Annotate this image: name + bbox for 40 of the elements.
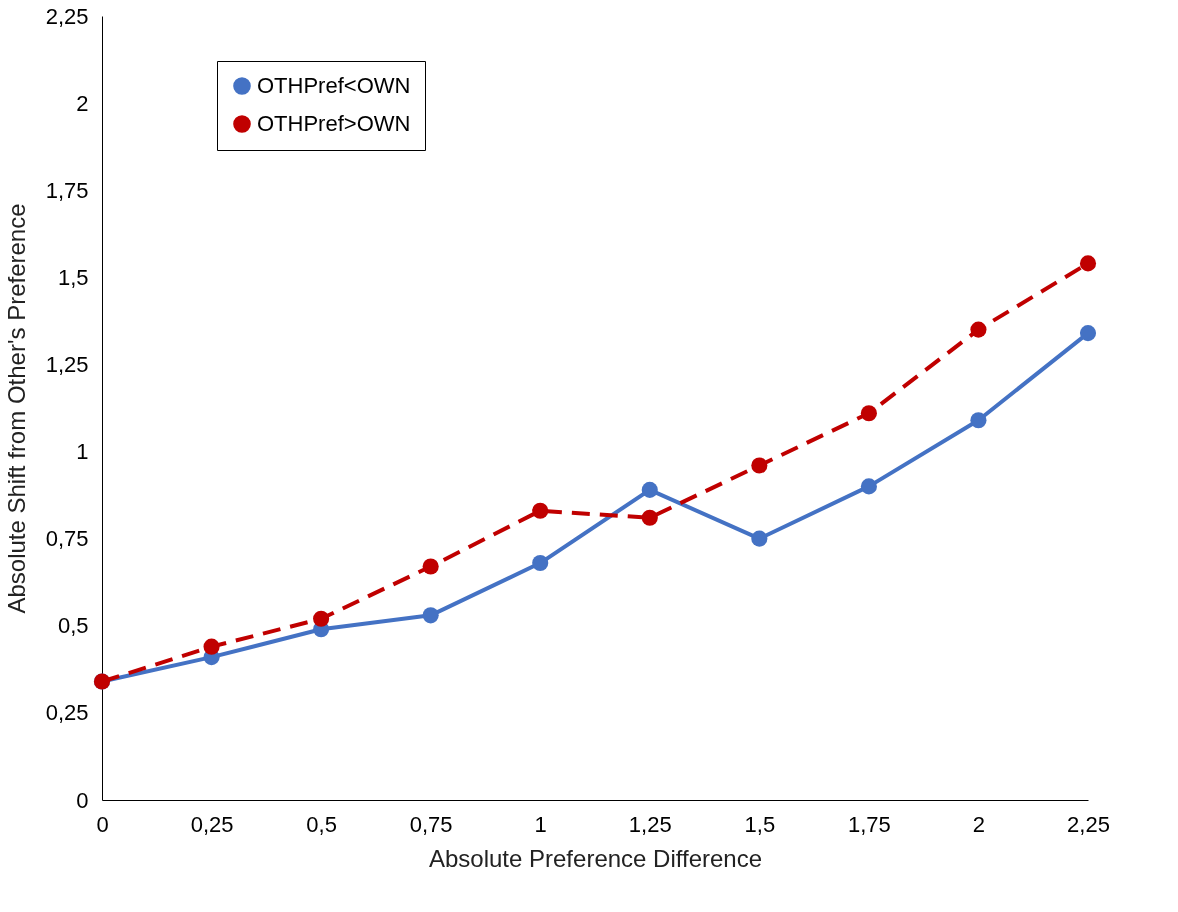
x-axis-title: Absolute Preference Difference — [428, 844, 763, 872]
point — [970, 412, 987, 429]
point — [641, 481, 658, 498]
x-tick-label: 2,25 — [1067, 811, 1110, 837]
x-tick-label: 0 — [96, 811, 109, 837]
y-tick-label: 2 — [76, 90, 89, 116]
y-tick-label: 0,25 — [45, 700, 89, 726]
x-tick-label: 2 — [972, 811, 986, 837]
x-tick-label: 0,75 — [409, 811, 453, 837]
y-tick-label: 1,25 — [45, 351, 89, 377]
y-tick-label: 0,5 — [57, 613, 89, 639]
x-tick-label: 1 — [534, 811, 547, 837]
point — [1079, 255, 1097, 272]
point — [641, 509, 658, 526]
y-tick-label: 1,5 — [57, 264, 89, 290]
point — [532, 555, 549, 572]
x-tick-label: 1,75 — [847, 811, 891, 837]
y-axis-title: Absolute Shift from Other's Preference — [2, 203, 30, 614]
y-tick-label: 0,75 — [45, 526, 89, 552]
point — [203, 638, 220, 655]
y-tick-label: 2,25 — [45, 3, 89, 29]
point — [313, 610, 330, 627]
point — [860, 478, 877, 495]
point — [422, 607, 439, 624]
x-tick-label: 0,5 — [306, 811, 337, 837]
legend-label: OTHPref<OWN — [257, 73, 411, 98]
point — [1079, 325, 1097, 342]
point — [532, 502, 549, 519]
point — [422, 558, 439, 575]
point — [860, 405, 877, 422]
point — [751, 457, 768, 474]
point — [970, 321, 987, 338]
x-tick-label: 0,25 — [190, 811, 234, 837]
x-tick-label: 1,5 — [744, 811, 776, 837]
y-tick-label: 1,75 — [45, 177, 89, 203]
y-tick-label: 1 — [76, 439, 89, 465]
x-tick-label: 1,25 — [628, 811, 672, 837]
legend-label: OTHPref>OWN — [257, 111, 411, 136]
point — [751, 530, 768, 547]
y-tick-label: 0 — [76, 787, 89, 813]
